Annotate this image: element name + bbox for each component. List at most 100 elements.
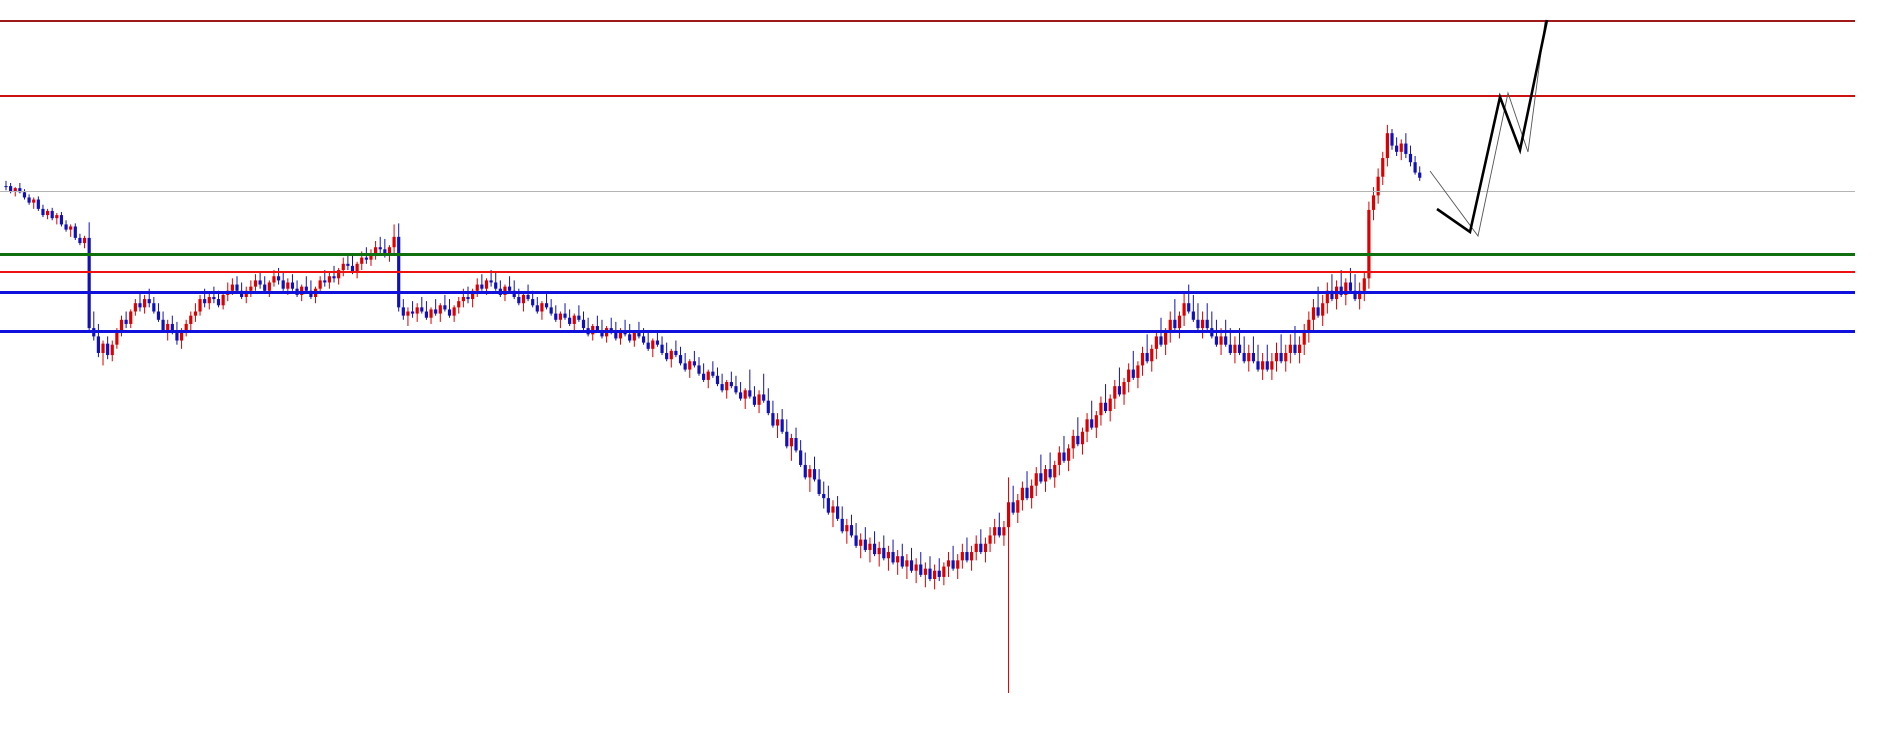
candle [1057, 446, 1061, 476]
candle [799, 440, 803, 468]
candle [263, 276, 267, 293]
candle [581, 311, 586, 331]
candle [133, 299, 137, 316]
candle [558, 311, 562, 329]
candle [64, 220, 68, 232]
candle [572, 313, 576, 331]
candle [1006, 477, 1011, 694]
candle [928, 556, 932, 582]
candle [267, 280, 271, 297]
candle [872, 531, 877, 557]
candle [1358, 282, 1362, 310]
level-line-resistance-lower[interactable] [0, 271, 1855, 273]
price-axis[interactable]: 98.97598.83598.54598.40598.26598.12597.9… [1855, 0, 1893, 736]
candle [951, 545, 955, 571]
candle [1284, 344, 1288, 372]
candle [27, 194, 31, 205]
candle [1214, 319, 1219, 347]
candle [868, 537, 872, 563]
candle [1085, 413, 1089, 443]
candle [304, 276, 308, 293]
candle [1288, 334, 1292, 364]
candle [415, 303, 419, 322]
candle [789, 433, 793, 461]
candle [711, 361, 715, 378]
candle [1321, 294, 1325, 327]
candle [1408, 145, 1413, 167]
candle [1099, 396, 1103, 426]
candle [138, 292, 142, 312]
candle [983, 537, 988, 563]
candle [1256, 344, 1260, 372]
candle [905, 554, 909, 579]
candle [249, 280, 253, 297]
candle [1311, 299, 1316, 331]
candle [1413, 155, 1417, 175]
candle [1150, 344, 1154, 372]
level-line-current-price[interactable] [0, 191, 1855, 192]
candle [651, 338, 655, 358]
candle [1062, 435, 1066, 463]
candle [937, 558, 941, 582]
candle [152, 296, 156, 314]
candle [1381, 151, 1385, 186]
candle [1247, 344, 1251, 372]
candle [775, 413, 780, 438]
candle [1362, 272, 1366, 302]
candle [854, 523, 858, 548]
candle [1094, 411, 1098, 438]
candle [993, 518, 997, 544]
level-line-support-green[interactable] [0, 253, 1855, 256]
candle [521, 292, 526, 312]
candle [480, 274, 484, 291]
level-line-resistance-upper[interactable] [0, 20, 1855, 22]
candle [988, 527, 992, 553]
candle [410, 301, 415, 318]
candle [859, 533, 863, 559]
candle [420, 296, 424, 314]
candle [59, 211, 64, 227]
candle [1113, 379, 1117, 409]
candle [688, 359, 692, 378]
candle [568, 309, 572, 327]
forecast-zigzag-line[interactable] [1436, 19, 1549, 235]
candle [235, 276, 239, 293]
chart-plot-area[interactable] [0, 0, 1855, 736]
candle [327, 272, 331, 289]
candle [69, 224, 73, 237]
candle [1067, 444, 1071, 472]
candle [1131, 350, 1135, 380]
candle [923, 562, 927, 588]
candle [1200, 311, 1205, 339]
candle [175, 321, 179, 345]
candle [1325, 282, 1329, 314]
candle [554, 305, 558, 322]
candle [221, 292, 225, 310]
level-line-resistance-mid[interactable] [0, 95, 1855, 97]
candle [1043, 464, 1048, 492]
candle [882, 535, 886, 561]
candle [193, 303, 198, 322]
candle [1191, 294, 1195, 322]
candle [101, 340, 105, 366]
candle [346, 253, 350, 271]
candle [392, 224, 396, 254]
candle [55, 213, 59, 225]
forecast-guide-line[interactable] [1429, 21, 1546, 238]
candle [919, 552, 923, 577]
candle [87, 222, 91, 333]
candle [1108, 394, 1112, 422]
candle [595, 315, 599, 333]
candle [697, 357, 701, 376]
candle [1196, 303, 1200, 331]
candle [577, 305, 581, 322]
candle [378, 236, 382, 254]
candle [914, 558, 918, 584]
candle [494, 272, 498, 291]
candle [1168, 311, 1172, 343]
candle [933, 564, 937, 590]
candle [1011, 485, 1015, 515]
level-line-pivot-blue-lower[interactable] [0, 330, 1855, 333]
candle [332, 265, 336, 283]
level-line-pivot-blue-upper[interactable] [0, 291, 1855, 294]
